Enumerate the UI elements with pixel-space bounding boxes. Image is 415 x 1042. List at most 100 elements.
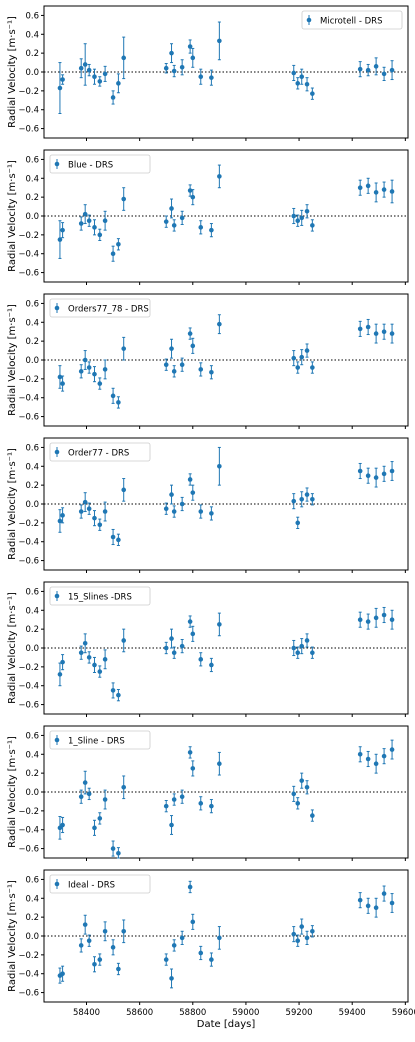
data-point	[310, 813, 315, 818]
data-point	[365, 473, 371, 479]
legend-box	[49, 154, 151, 174]
legend-box	[49, 298, 151, 318]
y-tick-label: −0.4	[18, 682, 39, 692]
data-point	[389, 468, 395, 474]
legend-box	[301, 10, 403, 30]
y-tick-label: −0.6	[18, 989, 39, 999]
y-tick-label: 0.4	[25, 750, 39, 760]
data-point	[381, 612, 387, 618]
legend-label: Orders77_78 - DRS	[68, 305, 149, 315]
data-point	[190, 343, 196, 349]
data-point	[92, 371, 97, 377]
data-point	[209, 957, 214, 962]
y-tick-label: 0.6	[25, 443, 39, 453]
legend-label: 1_Sline - DRS	[68, 737, 125, 747]
data-point	[291, 645, 297, 651]
data-point	[57, 518, 63, 524]
data-point	[78, 369, 84, 374]
data-point	[291, 931, 297, 937]
data-point	[291, 213, 297, 219]
data-point	[169, 636, 174, 641]
data-point	[299, 778, 305, 783]
data-point	[179, 794, 185, 800]
data-point	[60, 659, 65, 665]
data-point	[389, 331, 395, 336]
y-tick-label: 0.2	[25, 625, 39, 635]
legend-box	[49, 874, 151, 894]
data-point	[209, 662, 214, 668]
x-tick-label: 58600	[126, 1008, 153, 1018]
x-tick-label: 59000	[232, 1008, 259, 1018]
data-point	[102, 928, 108, 934]
y-tick-label: −0.2	[18, 807, 39, 817]
data-point	[295, 650, 301, 656]
y-tick-label: 0.0	[25, 932, 39, 942]
data-point	[291, 70, 297, 76]
legend-marker	[54, 449, 60, 455]
data-point	[121, 487, 127, 493]
data-point	[357, 66, 363, 72]
data-point	[310, 365, 315, 370]
legend-marker	[306, 17, 312, 23]
data-point	[163, 645, 169, 651]
y-axis-label: Radial Velocity [m·s⁻¹]	[7, 448, 18, 560]
y-tick-label: −0.4	[18, 970, 39, 980]
data-point	[389, 900, 395, 906]
data-point	[92, 825, 97, 831]
data-point	[295, 218, 301, 224]
data-point	[295, 520, 301, 526]
data-point	[310, 91, 315, 96]
data-point	[365, 619, 371, 624]
data-point	[357, 326, 363, 332]
legend-box	[49, 730, 151, 750]
y-tick-label: −0.6	[18, 845, 39, 855]
y-tick-label: 0.2	[25, 481, 39, 491]
legend-marker	[54, 593, 60, 599]
data-point	[179, 935, 185, 941]
data-point	[169, 346, 174, 351]
data-point	[82, 780, 88, 785]
legend-box	[49, 442, 151, 462]
data-point	[381, 329, 387, 335]
legend-marker	[54, 881, 60, 887]
y-tick-label: 0.6	[25, 587, 39, 597]
data-point	[357, 468, 363, 474]
y-tick-label: −0.4	[18, 394, 39, 404]
data-point	[86, 365, 92, 370]
x-tick-label: 59600	[392, 1008, 415, 1018]
data-point	[310, 650, 315, 656]
data-point	[365, 183, 371, 189]
data-point	[92, 74, 97, 80]
data-point	[209, 227, 214, 233]
data-point	[86, 655, 92, 660]
data-point	[116, 692, 121, 698]
data-point	[357, 617, 363, 623]
data-point	[171, 943, 177, 948]
data-point	[82, 499, 88, 505]
data-point	[60, 822, 65, 828]
data-point	[110, 846, 116, 851]
data-point	[357, 751, 363, 757]
y-tick-label: 0.2	[25, 193, 39, 203]
data-point	[57, 237, 63, 242]
data-point	[295, 81, 301, 86]
data-point	[365, 756, 371, 762]
data-point	[163, 803, 169, 809]
legend-marker	[54, 161, 60, 167]
data-point	[102, 367, 108, 372]
data-point	[163, 362, 169, 368]
data-point	[57, 85, 63, 91]
data-point	[97, 232, 103, 238]
x-axis-label: Date [days]	[197, 1019, 256, 1030]
data-point	[116, 966, 121, 972]
data-point	[187, 331, 193, 336]
data-point	[86, 506, 92, 512]
data-point	[121, 928, 127, 934]
data-point	[291, 355, 297, 361]
legend-label: 15_Slines -DRS	[68, 593, 132, 603]
y-tick-label: −0.4	[18, 106, 39, 116]
data-point	[373, 331, 379, 336]
data-point	[163, 219, 169, 224]
data-point	[121, 196, 127, 202]
